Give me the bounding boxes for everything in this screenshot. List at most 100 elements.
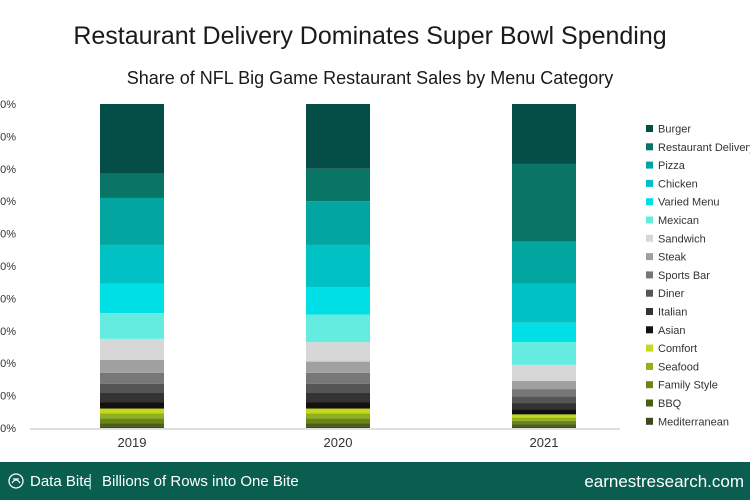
legend-label: Mediterranean — [658, 416, 729, 428]
bar-segment — [306, 314, 370, 343]
legend-swatch — [646, 125, 653, 132]
bar-segment — [306, 393, 370, 403]
bar-segment — [306, 361, 370, 373]
bar-segment — [100, 383, 164, 394]
chart-title: Restaurant Delivery Dominates Super Bowl… — [73, 22, 667, 50]
legend-label: Pizza — [658, 160, 686, 172]
x-axis: 2019 2020 2021 — [30, 428, 620, 450]
y-tick-label: 40% — [0, 293, 16, 305]
legend-swatch — [646, 271, 653, 279]
bar-segment — [512, 409, 576, 415]
y-tick-label: 0% — [0, 423, 16, 435]
legend-swatch — [646, 234, 653, 242]
stacked-bar-chart: 0%10%20%30%40%50%60%70%80%90%100% 201920… — [0, 99, 750, 450]
legend-swatch — [646, 326, 653, 334]
bar-segment — [512, 420, 576, 425]
x-tick-label: 2019 — [118, 435, 147, 450]
legend-label: Sandwich — [658, 233, 706, 245]
y-tick-label: 90% — [0, 131, 16, 143]
bar-segment — [100, 338, 164, 360]
bar-segment — [512, 104, 576, 164]
y-tick-label: 30% — [0, 326, 16, 338]
legend-label: Varied Menu — [658, 197, 720, 209]
y-tick-label: 10% — [0, 391, 16, 403]
y-tick-label: 50% — [0, 261, 16, 273]
footer-separator: | — [88, 471, 93, 490]
y-tick-label: 80% — [0, 164, 16, 176]
footer-tagline: Billions of Rows into One Bite — [102, 473, 299, 490]
legend-swatch — [646, 143, 653, 151]
footer-site-link[interactable]: earnestresearch.com — [584, 472, 744, 491]
y-axis-ticks: 0% 10% 20% 30% 40% 50% 60% 70% 80% 90% 100% — [0, 99, 16, 435]
bar-segment — [306, 287, 370, 315]
bar-segment — [100, 426, 164, 428]
legend-swatch — [646, 289, 653, 297]
legend-label: Steak — [658, 252, 687, 264]
bar-segment — [306, 426, 370, 428]
bar-segment — [512, 364, 576, 382]
legend: Burger Restaurant Delivery Pizza Chicken Var… — [646, 124, 750, 428]
legend-swatch — [646, 161, 653, 169]
bar-segment — [306, 383, 370, 394]
legend-swatch — [646, 179, 653, 187]
bar-segment — [306, 168, 370, 202]
data-bite-logo-icon — [8, 473, 24, 489]
y-tick-label: 60% — [0, 229, 16, 241]
bar-segment — [306, 104, 370, 169]
x-tick-label: 2020 — [324, 435, 353, 450]
bar-segment — [512, 283, 576, 323]
legend-label: Diner — [658, 288, 685, 300]
y-tick-label: 20% — [0, 358, 16, 370]
bar-segment — [100, 359, 164, 373]
bar-segment — [306, 342, 370, 362]
legend-label: Family Style — [658, 380, 718, 392]
bar-segment — [512, 163, 576, 242]
bar-segment — [306, 423, 370, 427]
bar-segment — [512, 403, 576, 410]
legend-label: Comfort — [658, 343, 697, 355]
bar-segment — [100, 393, 164, 403]
bar-segment — [306, 244, 370, 288]
bar-segment — [100, 312, 164, 339]
bar-segment — [306, 418, 370, 424]
bar-segment — [100, 423, 164, 427]
bar-segment — [306, 201, 370, 245]
bar-segment — [306, 408, 370, 414]
legend-swatch — [646, 344, 653, 352]
legend-swatch — [646, 362, 653, 370]
legend-label: Asian — [658, 325, 686, 337]
bar-segment — [512, 322, 576, 343]
bar-segment — [100, 408, 164, 414]
bar-segment — [100, 197, 164, 245]
legend-label: Italian — [658, 307, 687, 319]
legend-label: Burger — [658, 124, 691, 136]
bar-segment — [512, 389, 576, 397]
legend-swatch — [646, 399, 653, 407]
bar-segment — [306, 402, 370, 409]
legend-label: Restaurant Delivery — [658, 142, 750, 154]
bar-segment — [512, 417, 576, 421]
legend-swatch — [646, 417, 653, 425]
legend-swatch — [646, 381, 653, 389]
legend-label: Seafood — [658, 361, 699, 373]
bar-segment — [512, 396, 576, 404]
legend-label: BBQ — [658, 398, 682, 410]
bar-segment — [512, 241, 576, 284]
bar-segment — [100, 413, 164, 419]
legend-swatch — [646, 253, 653, 261]
legend-label: Sports Bar — [658, 270, 710, 282]
bar-segment — [512, 342, 576, 365]
bar-stacks — [100, 104, 576, 428]
legend-swatch — [646, 216, 653, 224]
footer-bar: Data Bite | Billions of Rows into One Bi… — [0, 462, 750, 500]
legend-swatch — [646, 198, 653, 206]
bar-segment — [100, 283, 164, 313]
bar-segment — [512, 381, 576, 390]
x-tick-label: 2021 — [530, 435, 559, 450]
bar-segment — [512, 426, 576, 428]
chart-subtitle: Share of NFL Big Game Restaurant Sales b… — [126, 68, 614, 88]
bar-segment — [100, 173, 164, 198]
legend-label: Chicken — [658, 178, 698, 190]
y-tick-label: 100% — [0, 99, 16, 111]
bar-segment — [512, 424, 576, 427]
